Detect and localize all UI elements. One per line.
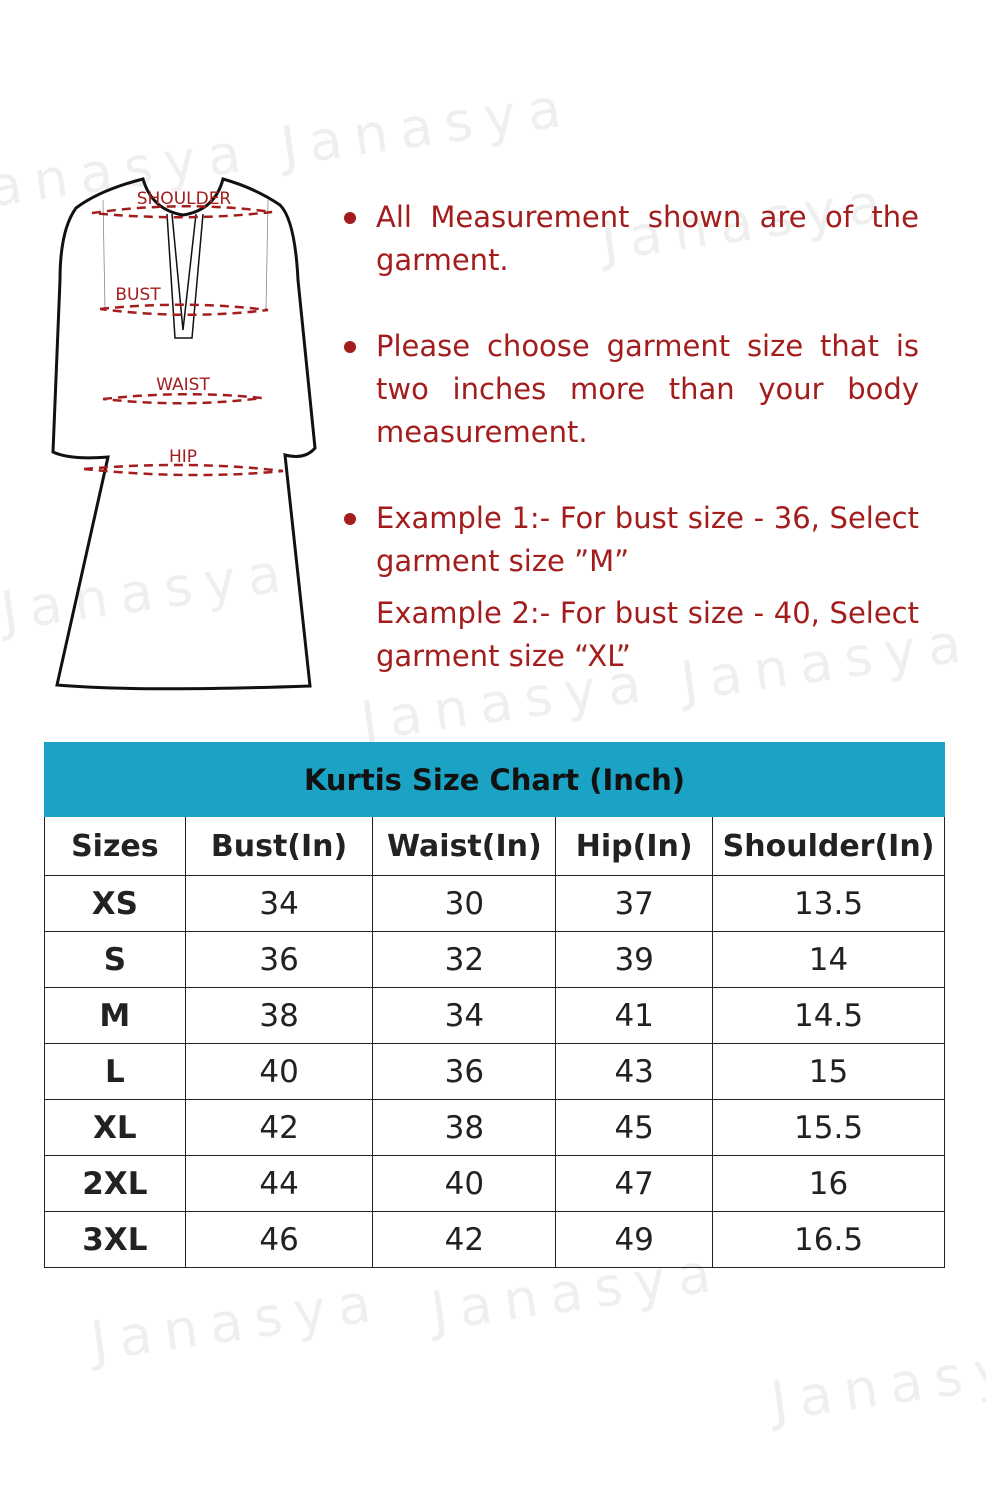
size-cell: 3XL [44, 1211, 186, 1268]
measurement-cell: 14.5 [712, 987, 945, 1044]
measurement-cell: 15 [712, 1043, 945, 1100]
measurement-cell: 41 [555, 987, 714, 1044]
measurement-cell: 42 [184, 1099, 374, 1156]
column-header: Waist(In) [372, 816, 557, 876]
measurement-cell: 42 [372, 1211, 557, 1268]
table-row: XL 42 38 45 15.5 [44, 1099, 945, 1156]
measurement-cell: 34 [372, 987, 557, 1044]
waist-label: WAIST [156, 375, 210, 395]
measurement-cell: 32 [372, 931, 557, 988]
measurement-cell: 36 [184, 931, 374, 988]
note-text: Example 2:- For bust size - 40, Select g… [376, 596, 919, 673]
measurement-cell: 46 [184, 1211, 374, 1268]
measurement-cell: 14 [712, 931, 945, 988]
table-row: 2XL 44 40 47 16 [44, 1155, 945, 1212]
measurement-cell: 44 [184, 1155, 374, 1212]
shoulder-line [91, 205, 273, 219]
measurement-cell: 37 [555, 875, 714, 932]
placket [166, 213, 204, 339]
size-cell: L [44, 1043, 186, 1100]
garment-outline [51, 177, 317, 691]
measurement-cell: 45 [555, 1099, 714, 1156]
note-text: Please choose garment size that is two i… [376, 329, 919, 449]
note-item: Example 1:- For bust size - 36, Select g… [344, 497, 919, 583]
measurement-cell: 34 [184, 875, 374, 932]
measurement-notes: All Measurement shown are of the garment… [344, 196, 919, 721]
measurement-cell: 47 [555, 1155, 714, 1212]
note-item: Please choose garment size that is two i… [344, 325, 919, 454]
measurement-cell: 40 [184, 1043, 374, 1100]
watermark: Janasya [767, 1329, 986, 1434]
column-header: Hip(In) [555, 816, 714, 876]
table-title: Kurtis Size Chart (Inch) [44, 742, 945, 817]
shoulder-label: SHOULDER [137, 189, 232, 209]
table-row: M 38 34 41 14.5 [44, 987, 945, 1044]
measurement-cell: 36 [372, 1043, 557, 1100]
column-header: Shoulder(In) [712, 816, 945, 876]
watermark: Janasya [87, 1269, 387, 1374]
measurement-cell: 38 [184, 987, 374, 1044]
watermark: Janasya [277, 74, 577, 179]
column-header: Sizes [44, 816, 186, 876]
measurement-cell: 16 [712, 1155, 945, 1212]
measurement-cell: 30 [372, 875, 557, 932]
table-row: 3XL 46 42 49 16.5 [44, 1211, 945, 1268]
size-cell: XL [44, 1099, 186, 1156]
bullet-icon [344, 513, 356, 525]
bust-line [99, 303, 269, 317]
bullet-icon [344, 341, 356, 353]
size-cell: S [44, 931, 186, 988]
bullet-icon [344, 212, 356, 224]
size-cell: 2XL [44, 1155, 186, 1212]
column-header: Bust(In) [184, 816, 374, 876]
kurti-measurement-diagram: SHOULDER BUST WAIST HIP [51, 177, 317, 691]
hip-line [83, 463, 284, 477]
waist-line [102, 392, 263, 405]
note-item: Example 2:- For bust size - 40, Select g… [344, 592, 919, 678]
measurement-cell: 43 [555, 1043, 714, 1100]
measurement-cell: 16.5 [712, 1211, 945, 1268]
table-row: XS 34 30 37 13.5 [44, 875, 945, 932]
measurement-cell: 49 [555, 1211, 714, 1268]
measurement-cell: 39 [555, 931, 714, 988]
note-text: All Measurement shown are of the garment… [376, 200, 919, 277]
measurement-cell: 15.5 [712, 1099, 945, 1156]
size-cell: XS [44, 875, 186, 932]
measurement-cell: 40 [372, 1155, 557, 1212]
size-cell: M [44, 987, 186, 1044]
table-row: L 40 36 43 15 [44, 1043, 945, 1100]
hip-label: HIP [169, 447, 197, 467]
bust-label: BUST [115, 285, 161, 305]
note-text: Example 1:- For bust size - 36, Select g… [376, 501, 919, 578]
size-chart-table: Kurtis Size Chart (Inch) Sizes Bust(In) … [44, 742, 945, 1268]
table-header-row: Sizes Bust(In) Waist(In) Hip(In) Shoulde… [44, 816, 945, 876]
table-row: S 36 32 39 14 [44, 931, 945, 988]
measurement-cell: 38 [372, 1099, 557, 1156]
measurement-cell: 13.5 [712, 875, 945, 932]
note-item: All Measurement shown are of the garment… [344, 196, 919, 282]
